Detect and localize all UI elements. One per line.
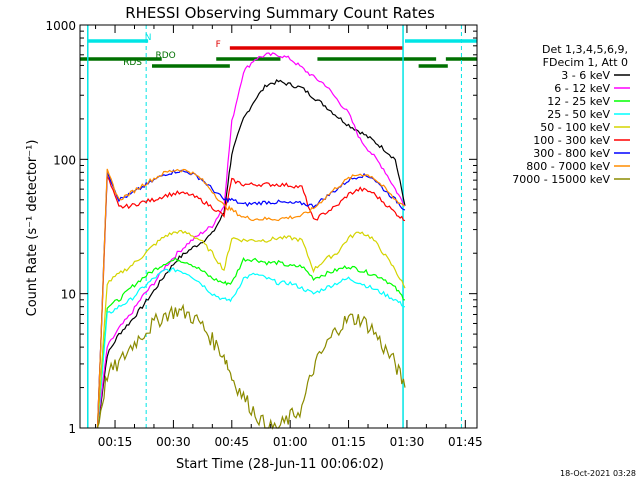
legend-label-2: 12 - 25 keV <box>547 95 610 108</box>
legend-label-3: 25 - 50 keV <box>547 108 610 121</box>
y-axis: 1 10 100 1000 <box>45 19 477 436</box>
flag-bars: N F RDO RDS <box>80 33 477 68</box>
legend-label-4: 50 - 100 keV <box>540 121 610 134</box>
legend-label-1: 6 - 12 keV <box>554 82 610 95</box>
plot-frame <box>79 24 478 429</box>
series-line-6 <box>96 169 406 429</box>
x-axis-label: Start Time (28-Jun-11 00:06:02) <box>176 457 384 472</box>
legend-label-0: 3 - 6 keV <box>561 69 610 82</box>
y-axis-label: Count Rate (s⁻¹ detector⁻¹) <box>25 140 40 317</box>
y-tick-label: 1000 <box>45 19 76 33</box>
x-axis: 00:15 00:30 00:45 01:00 01:15 01:30 01:45 <box>95 25 483 449</box>
x-tick-label: 00:45 <box>214 435 249 449</box>
legend-label-5: 100 - 300 keV <box>533 134 610 147</box>
x-tick-label: 01:45 <box>448 435 483 449</box>
y-tick-label: 10 <box>61 288 76 302</box>
x-tick-label: 01:00 <box>273 435 308 449</box>
x-tick-label: 01:30 <box>390 435 425 449</box>
series-line-8 <box>96 303 406 430</box>
series-line-2 <box>96 257 405 429</box>
x-tick-label: 00:15 <box>98 435 133 449</box>
flag-label-rdo: RDO <box>155 51 175 61</box>
series-group <box>96 52 406 430</box>
legend-label-8: 7000 - 15000 keV <box>512 173 610 186</box>
y-tick-label: 1 <box>68 422 76 436</box>
flag-label-rds: RDS <box>123 58 142 68</box>
chart-title: RHESSI Observing Summary Count Rates <box>125 4 435 22</box>
flag-label-f: F <box>216 40 221 50</box>
series-line-3 <box>96 267 406 429</box>
footer-date: 18-Oct-2021 03:28 <box>560 469 636 478</box>
night-saa-lines <box>87 25 462 428</box>
series-line-7 <box>96 168 406 429</box>
legend-header-1: FDecim 1, Att 0 <box>543 56 628 69</box>
legend-label-6: 300 - 800 keV <box>533 147 610 160</box>
x-tick-label: 01:15 <box>331 435 366 449</box>
legend: Det 1,3,4,5,6,9,FDecim 1, Att 03 - 6 keV… <box>512 43 630 186</box>
x-tick-label: 00:30 <box>156 435 191 449</box>
y-tick-label: 100 <box>53 153 76 167</box>
legend-header-0: Det 1,3,4,5,6,9, <box>542 43 628 56</box>
series-line-4 <box>96 229 406 429</box>
flag-label-n: N <box>145 33 152 43</box>
series-line-1 <box>96 52 406 429</box>
legend-label-7: 800 - 7000 keV <box>526 160 610 173</box>
series-line-5 <box>96 173 406 429</box>
series-line-0 <box>96 79 406 429</box>
